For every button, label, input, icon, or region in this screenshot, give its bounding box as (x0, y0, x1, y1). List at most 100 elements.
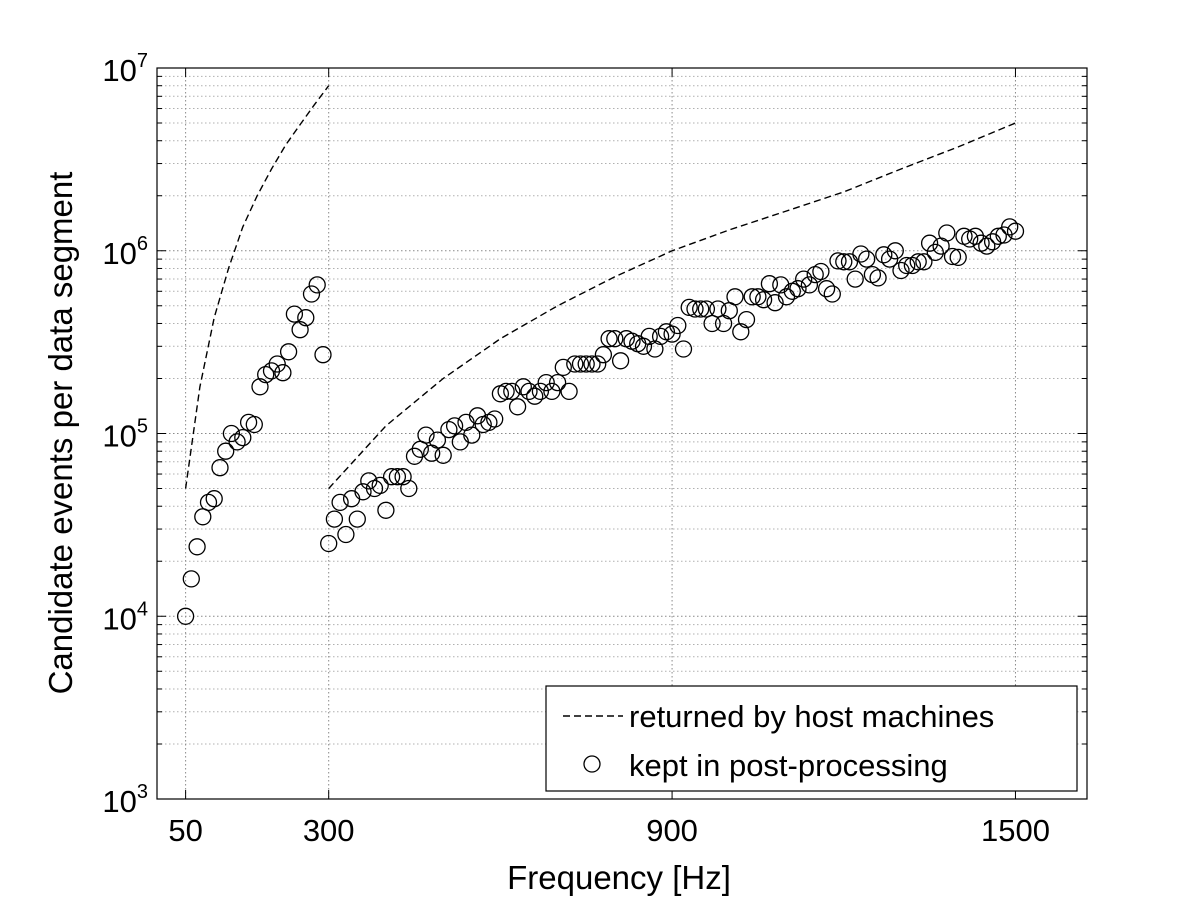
post-processing-point (640, 327, 658, 346)
post-processing-point (858, 250, 876, 268)
post-processing-point (852, 245, 870, 263)
x-tick-label: 1500 (981, 813, 1050, 848)
post-processing-point (978, 237, 996, 255)
post-processing-point (526, 387, 544, 405)
grid (157, 68, 1087, 800)
post-processing-point (417, 426, 435, 444)
post-processing-point (440, 420, 458, 439)
post-processing-point (869, 269, 887, 287)
x-tick-label: 50 (168, 813, 202, 848)
post-processing-point (577, 355, 595, 373)
post-processing-point (222, 424, 241, 443)
post-processing-point (297, 309, 315, 327)
post-processing-point (743, 288, 761, 306)
post-processing-point (915, 253, 933, 271)
post-processing-point (600, 330, 618, 348)
axis-ticks: 50 300 900 1500 103 104 105 106 107 (102, 50, 1087, 848)
post-processing-point (486, 410, 504, 428)
post-processing-point (795, 270, 813, 288)
post-processing-point (949, 248, 967, 267)
legend-circle-swatch (583, 755, 601, 773)
post-processing-point (966, 227, 985, 245)
post-processing-point (508, 398, 527, 416)
post-processing-point (257, 365, 275, 384)
post-processing-point (354, 483, 372, 501)
post-processing-point (205, 490, 223, 508)
post-processing-point (548, 373, 567, 392)
post-processing-point (400, 479, 418, 498)
post-processing-point (651, 327, 670, 346)
post-processing-point (589, 355, 607, 373)
post-processing-point (279, 343, 298, 361)
post-processing-point (211, 459, 229, 477)
post-processing-point (308, 276, 326, 294)
post-processing-point (800, 276, 819, 294)
legend-box (545, 685, 1078, 792)
post-processing-point (543, 382, 561, 401)
post-processing-point (571, 355, 590, 373)
post-processing-point (1001, 218, 1019, 236)
y-tick-label: 107 (102, 50, 148, 88)
post-processing-point (875, 246, 893, 264)
post-processing-point (703, 314, 721, 333)
y-tick-label: 105 (102, 416, 148, 454)
post-processing-point (669, 316, 687, 335)
post-processing-point (302, 285, 321, 303)
post-processing-point (176, 607, 195, 625)
post-processing-point (920, 234, 939, 252)
post-processing-point (737, 310, 756, 329)
post-processing-point (789, 280, 807, 298)
post-processing-point (760, 275, 779, 293)
post-processing-point (835, 253, 853, 271)
post-processing-point (428, 431, 447, 449)
x-axis-label: Frequency [Hz] (507, 859, 731, 896)
post-processing-point (909, 253, 927, 271)
legend: returned by host machines kept in post-p… (545, 685, 1078, 792)
post-processing-point (560, 382, 578, 401)
post-processing-point (732, 323, 750, 341)
post-processing-point (943, 247, 962, 266)
post-processing-point (245, 415, 263, 434)
host-machines-dashed-line (328, 122, 1016, 489)
post-processing-point (812, 262, 830, 281)
y-axis-label: Candidate events per data segment (42, 172, 79, 695)
post-processing-point (674, 340, 693, 358)
post-processing-point (829, 252, 847, 270)
post-processing-point (823, 285, 841, 303)
post-processing-point (274, 364, 292, 382)
post-processing-point (394, 468, 412, 486)
host-machines-dashed-line (184, 85, 330, 489)
post-processing-point (262, 362, 281, 380)
x-tick-label: 300 (303, 813, 355, 848)
post-processing-point (434, 446, 452, 464)
post-processing-point (634, 337, 653, 355)
post-processing-point (989, 227, 1007, 245)
post-processing-point (382, 468, 401, 486)
plot-series (176, 85, 1025, 625)
post-processing-point (817, 280, 836, 298)
y-tick-label: 104 (102, 598, 148, 636)
post-processing-point (285, 305, 304, 323)
post-processing-point (314, 346, 332, 364)
post-processing-point (903, 256, 922, 275)
legend-label-host-machines: returned by host machines (629, 699, 994, 734)
post-processing-point (497, 382, 515, 401)
post-processing-point (777, 288, 796, 306)
post-processing-point (463, 426, 481, 444)
post-processing-point (291, 321, 309, 339)
post-processing-point (182, 570, 200, 588)
post-processing-point (606, 330, 624, 348)
post-processing-point (611, 352, 630, 370)
post-processing-point (583, 355, 601, 373)
y-tick-label: 106 (102, 233, 148, 271)
post-processing-point (251, 378, 269, 396)
post-processing-point (926, 243, 944, 262)
post-processing-point (886, 242, 904, 260)
post-processing-point (554, 358, 572, 377)
post-processing-point (754, 291, 773, 309)
post-processing-point (405, 447, 424, 465)
post-processing-point (531, 382, 550, 401)
post-processing-point (537, 373, 555, 392)
post-processing-point (234, 428, 252, 447)
